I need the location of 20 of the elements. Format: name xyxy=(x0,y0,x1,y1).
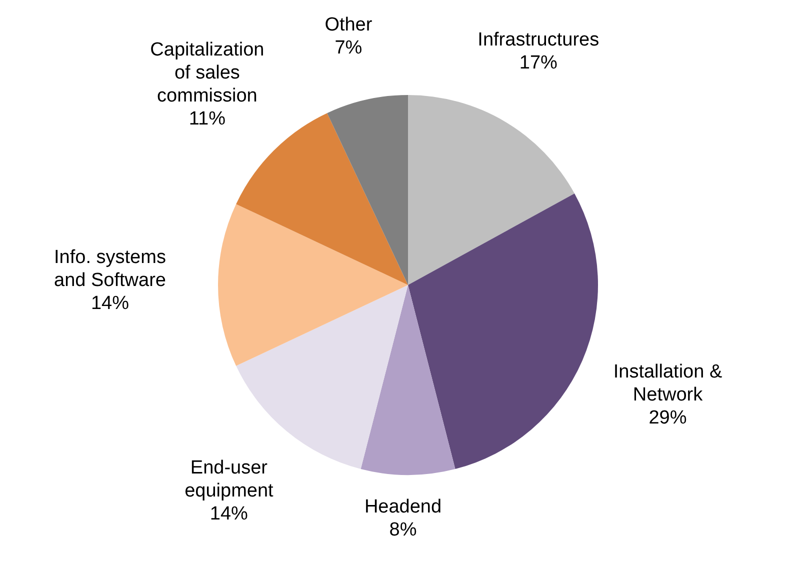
slice-label: Infrastructures xyxy=(478,29,600,50)
slice-label: Headend xyxy=(364,496,442,517)
pie-slice xyxy=(327,95,408,285)
data-label: 14% xyxy=(90,292,130,314)
slice-label: Installation & Network xyxy=(613,361,722,406)
data-label: 8% xyxy=(389,519,417,540)
data-label: 11% xyxy=(188,108,226,130)
data-label: 17% xyxy=(519,52,558,74)
slice-label: End-user equipment xyxy=(184,456,274,501)
data-label: 7% xyxy=(334,37,362,58)
data-label: 29% xyxy=(648,407,687,428)
data-label: 14% xyxy=(210,502,248,524)
slice-label: Info. systems and Software xyxy=(54,246,166,290)
pie-slice xyxy=(360,285,456,475)
slice-label: Capitalization of sales commission xyxy=(150,39,264,106)
pie-slice xyxy=(408,95,574,285)
slice-label: Other xyxy=(324,14,373,36)
pie-slice xyxy=(408,193,598,470)
pie-slice xyxy=(218,204,408,366)
pie-slice xyxy=(236,113,408,285)
